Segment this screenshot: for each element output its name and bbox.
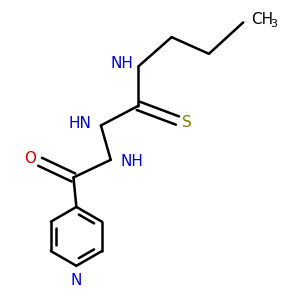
Text: HN: HN [68,116,91,131]
Text: S: S [182,115,192,130]
Text: CH: CH [251,12,273,27]
Text: O: O [24,151,36,166]
Text: 3: 3 [270,20,277,29]
Text: N: N [71,273,82,288]
Text: NH: NH [110,56,133,71]
Text: NH: NH [121,154,143,169]
